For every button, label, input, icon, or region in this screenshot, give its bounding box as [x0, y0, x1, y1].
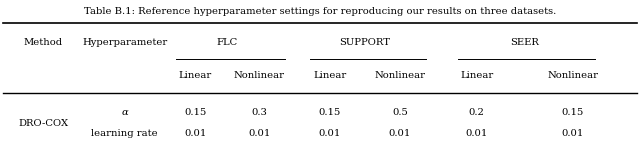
Text: Method: Method — [24, 38, 63, 47]
Text: DRO-COX: DRO-COX — [19, 119, 68, 128]
Text: 0.01: 0.01 — [184, 130, 206, 138]
Text: 0.15: 0.15 — [319, 108, 340, 117]
Text: Hyperparameter: Hyperparameter — [82, 38, 168, 47]
Text: SEER: SEER — [510, 38, 540, 47]
Text: Nonlinear: Nonlinear — [374, 71, 426, 80]
Text: 0.01: 0.01 — [466, 130, 488, 138]
Text: Nonlinear: Nonlinear — [547, 71, 598, 80]
Text: 0.3: 0.3 — [252, 108, 267, 117]
Text: 0.15: 0.15 — [562, 108, 584, 117]
Text: 0.5: 0.5 — [392, 108, 408, 117]
Text: Linear: Linear — [313, 71, 346, 80]
Text: 0.01: 0.01 — [319, 130, 340, 138]
Text: 0.01: 0.01 — [389, 130, 411, 138]
Text: α: α — [122, 108, 128, 117]
Text: 0.01: 0.01 — [562, 130, 584, 138]
Text: Linear: Linear — [460, 71, 493, 80]
Text: Linear: Linear — [179, 71, 212, 80]
Text: learning rate: learning rate — [92, 130, 158, 138]
Text: FLC: FLC — [216, 38, 238, 47]
Text: 0.2: 0.2 — [469, 108, 484, 117]
Text: 0.01: 0.01 — [248, 130, 270, 138]
Text: Table B.1: Reference hyperparameter settings for reproducing our results on thre: Table B.1: Reference hyperparameter sett… — [84, 7, 556, 16]
Text: Nonlinear: Nonlinear — [234, 71, 285, 80]
Text: 0.15: 0.15 — [184, 108, 206, 117]
Text: SUPPORT: SUPPORT — [339, 38, 390, 47]
